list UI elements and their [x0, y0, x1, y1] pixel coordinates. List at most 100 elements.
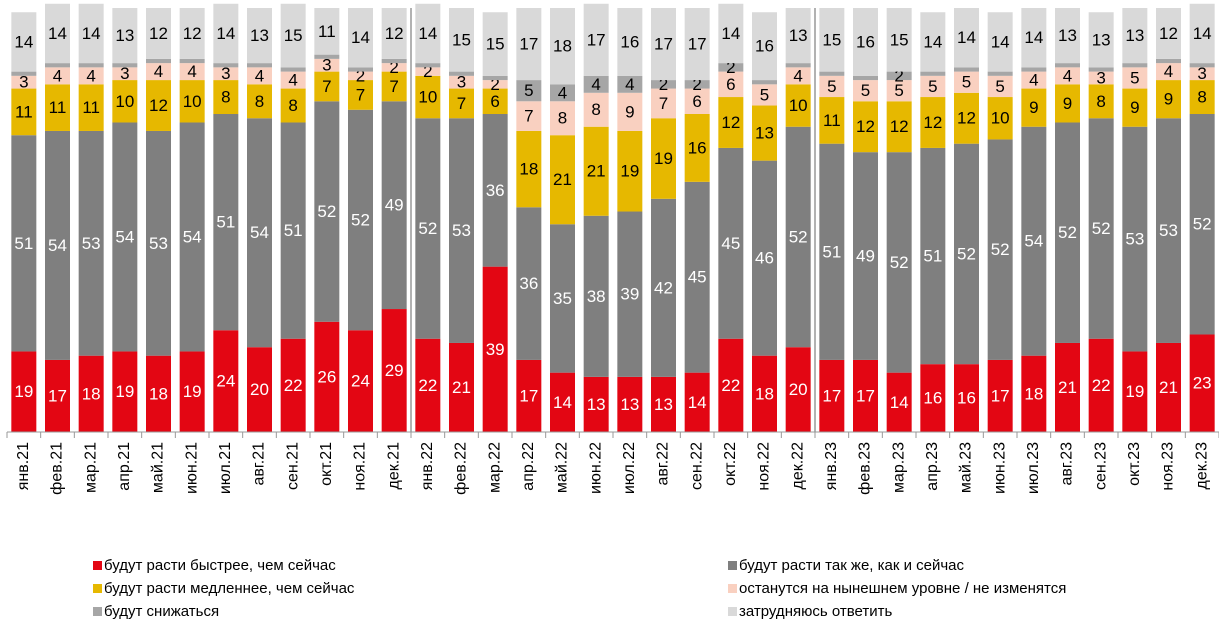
bar-segment [819, 71, 845, 76]
bar-segment [381, 58, 407, 64]
bar-segment [213, 3, 239, 64]
x-tick-label: авг.21 [251, 442, 268, 486]
value-label: 6 [692, 92, 701, 111]
bar-segment [247, 63, 272, 68]
bar-segment [45, 84, 70, 131]
value-label: 52 [1193, 215, 1212, 234]
bar-segment [112, 63, 138, 68]
x-tick-label: сен.23 [1092, 442, 1109, 490]
bar-segment [247, 8, 272, 64]
bar-segment [550, 135, 575, 225]
x-tick-label: ноя.23 [1160, 442, 1177, 491]
bar-segment [853, 8, 878, 76]
bar-segment [482, 88, 508, 114]
value-label: 12 [149, 24, 168, 43]
value-label: 12 [1159, 24, 1178, 43]
x-tick-label: апр.22 [520, 442, 537, 491]
bar-segment [752, 105, 777, 161]
bar-segment [1122, 63, 1148, 68]
value-label: 9 [1063, 94, 1072, 113]
value-label: 13 [587, 395, 606, 414]
value-label: 4 [288, 71, 297, 90]
x-tick-label: окт.21 [318, 442, 335, 486]
x-tick-label: фев.21 [49, 442, 66, 495]
bar-segment [213, 330, 239, 432]
value-label: 16 [688, 138, 707, 157]
legend-swatch [93, 561, 102, 570]
x-tick-label: сен.21 [284, 442, 301, 490]
bar-segment [516, 8, 542, 81]
value-label: 7 [389, 77, 398, 96]
value-label: 16 [620, 32, 639, 51]
bar-segment [853, 75, 878, 81]
value-label: 11 [318, 22, 336, 41]
value-label: 12 [721, 113, 740, 132]
bar-segment [617, 376, 643, 432]
bar-segment [45, 359, 70, 432]
value-label: 6 [726, 75, 735, 94]
value-label: 13 [1125, 26, 1144, 45]
value-label: 9 [1164, 90, 1173, 109]
value-label: 8 [1197, 88, 1206, 107]
bar-segment [954, 143, 979, 365]
value-label: 19 [654, 149, 673, 168]
x-tick-label: янв.22 [419, 442, 436, 490]
bar-segment [449, 8, 474, 72]
bar-segment [1122, 126, 1148, 352]
bar-segment [11, 88, 37, 136]
value-label: 5 [1130, 68, 1139, 87]
value-label: 51 [822, 242, 841, 261]
bar-segment [617, 130, 643, 212]
bar-segment [415, 75, 441, 119]
bar-segment [583, 3, 609, 76]
value-label: 5 [928, 77, 937, 96]
bar-segment [718, 3, 744, 64]
bar-segment [11, 351, 37, 432]
bar-segment [583, 376, 609, 432]
value-label: 51 [216, 213, 235, 232]
bar-segment [886, 372, 912, 432]
value-label: 14 [923, 32, 942, 51]
bar-segment [516, 101, 542, 131]
bar-segment [1088, 338, 1114, 432]
x-tick-label: янв.23 [823, 442, 840, 490]
bar-segment [819, 75, 845, 98]
bar-segment [853, 80, 878, 102]
bar-segment [179, 351, 205, 432]
bar-segment [920, 71, 946, 76]
bar-segment [179, 8, 205, 59]
value-label: 17 [519, 35, 538, 54]
value-label: 54 [115, 227, 134, 246]
x-tick-label: июн.21 [183, 442, 200, 494]
bar-segment [886, 80, 912, 102]
x-tick-label: дек.23 [1193, 442, 1210, 490]
value-label: 14 [82, 24, 101, 43]
x-tick-label: апр.21 [116, 442, 133, 491]
bar-segment [785, 126, 811, 348]
value-label: 52 [957, 244, 976, 263]
value-label: 53 [1125, 230, 1144, 249]
value-label: 14 [351, 28, 370, 47]
bar-segment [516, 80, 542, 102]
value-label: 2 [389, 58, 398, 77]
value-label: 52 [1058, 223, 1077, 242]
value-label: 8 [255, 92, 264, 111]
bar-segment [78, 130, 104, 356]
value-label: 54 [183, 227, 202, 246]
value-label: 14 [991, 32, 1010, 51]
bar-segment [146, 130, 171, 356]
bar-segment [886, 71, 912, 81]
bar-segment [516, 130, 542, 208]
bar-segment [718, 71, 744, 98]
bar-segment [617, 211, 643, 377]
value-label: 18 [1024, 384, 1043, 403]
value-label: 8 [221, 88, 230, 107]
value-label: 16 [856, 32, 875, 51]
value-label: 10 [991, 109, 1010, 128]
bar-segment [415, 3, 441, 64]
value-label: 53 [1159, 221, 1178, 240]
value-label: 17 [654, 35, 673, 54]
value-label: 54 [1024, 232, 1043, 251]
bar-segment [482, 114, 508, 267]
bar-segment [651, 80, 676, 89]
